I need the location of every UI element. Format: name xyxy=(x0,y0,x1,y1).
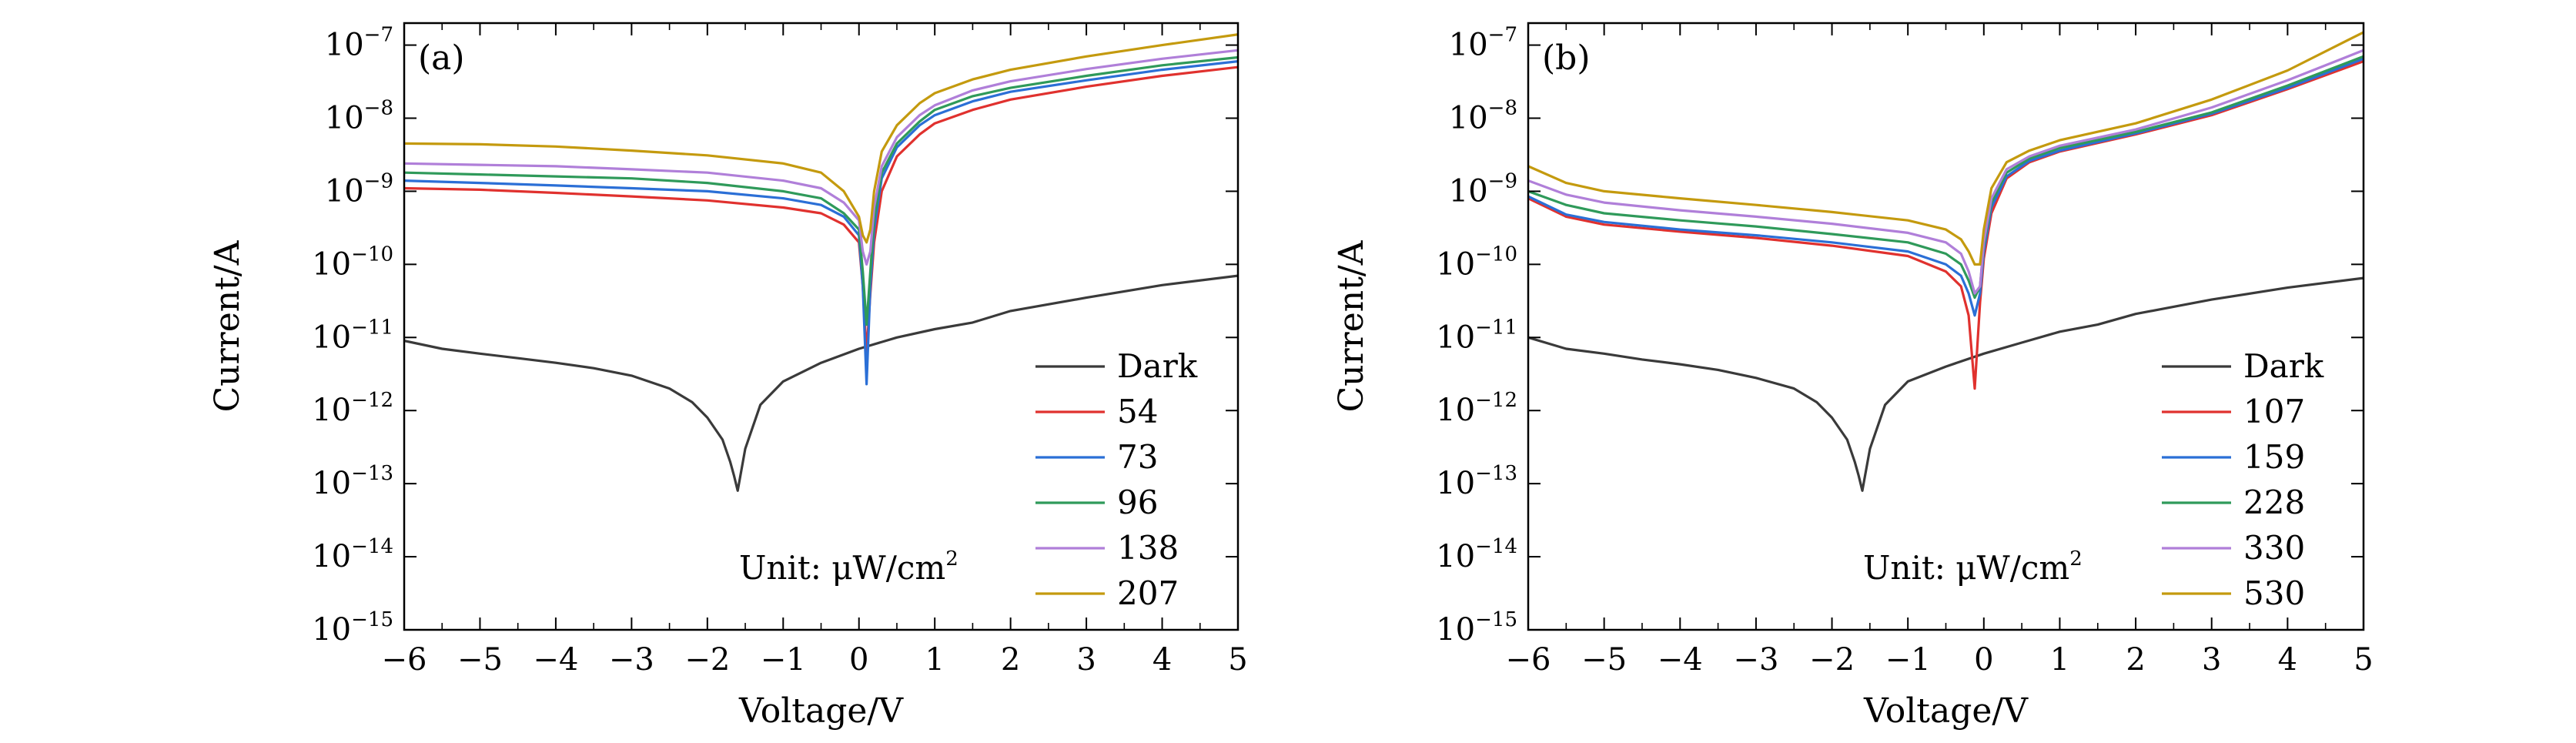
series-line-330 xyxy=(1528,49,2364,295)
plot-frame xyxy=(403,22,1239,631)
legend-label: 159 xyxy=(2243,438,2305,476)
chart-panel-a: −6 −5 −4 −3 −2 −1 0 1 2 3 4 5 10−15 10−14 10−13 10−12 10… xyxy=(208,22,1248,731)
x-tick-label: −4 xyxy=(533,642,578,678)
legend-label: 228 xyxy=(2243,484,2305,521)
x-tick-label: −6 xyxy=(1506,642,1551,678)
y-tick-label: 10−9 xyxy=(1449,169,1517,209)
legend-label: 207 xyxy=(1117,574,1179,612)
x-tick-label: 2 xyxy=(2126,642,2145,678)
x-tick-label: −6 xyxy=(382,642,427,678)
x-axis-title: Voltage/V xyxy=(1863,691,2029,731)
legend: Dark 54 73 96 138 207 xyxy=(1035,347,1198,612)
unit-annotation: Unit: μW/cm2 xyxy=(739,547,958,587)
x-tick-label: 1 xyxy=(2050,642,2069,678)
x-tick-label: 4 xyxy=(1153,642,1172,678)
y-tick-label: 10−12 xyxy=(312,389,393,428)
y-tick-label: 10−10 xyxy=(1436,243,1517,282)
series-group xyxy=(1528,31,2364,492)
series-line-dark xyxy=(1528,276,2364,492)
y-tick-label: 10−7 xyxy=(325,24,393,63)
series-group xyxy=(404,33,1238,492)
series-line-54 xyxy=(404,65,1238,355)
plot-frame xyxy=(1527,22,2365,631)
y-tick-label: 10−15 xyxy=(1436,608,1517,648)
legend-label: 138 xyxy=(1117,529,1179,567)
legend-label: 96 xyxy=(1117,484,1158,521)
series-line-530 xyxy=(1528,31,2364,266)
y-tick-label: 10−12 xyxy=(1436,389,1517,428)
chart-panel-b: −6 −5 −4 −3 −2 −1 0 1 2 3 4 5 10−15 10−14 10−13 10−12 10… xyxy=(1332,22,2374,731)
x-tick-label: 4 xyxy=(2278,642,2297,678)
y-tick-label: 10−9 xyxy=(325,169,393,209)
x-tick-label: −3 xyxy=(609,642,654,678)
x-tick-label: −5 xyxy=(1581,642,1627,678)
legend-label: Dark xyxy=(2243,347,2324,385)
legend-label: 530 xyxy=(2243,574,2305,612)
y-tick-label: 10−13 xyxy=(312,462,393,501)
y-axis-title: Current/A xyxy=(1332,239,1371,412)
y-tick-label: 10−14 xyxy=(1436,535,1517,574)
series-line-159 xyxy=(1528,57,2364,317)
x-tick-label: 2 xyxy=(1001,642,1020,678)
panel-label: (b) xyxy=(1542,38,1591,78)
x-tick-label: 1 xyxy=(925,642,944,678)
y-tick-label: 10−11 xyxy=(1436,316,1517,355)
x-tick-label: 5 xyxy=(2354,642,2373,678)
x-tick-label: 3 xyxy=(2202,642,2221,678)
legend-label: 54 xyxy=(1117,393,1158,430)
series-line-107 xyxy=(1528,60,2364,390)
series-line-73 xyxy=(404,60,1238,386)
y-axis-title: Current/A xyxy=(208,239,247,412)
x-tick-label: 0 xyxy=(849,642,868,678)
y-tick-label: 10−14 xyxy=(312,535,393,574)
y-tick-label: 10−15 xyxy=(312,608,393,648)
y-tick-label: 10−13 xyxy=(1436,462,1517,501)
y-tick-label: 10−11 xyxy=(312,316,393,355)
panel-label: (a) xyxy=(418,38,465,78)
legend-label: 73 xyxy=(1117,438,1158,476)
y-tick-label: 10−10 xyxy=(312,243,393,282)
legend-label: 107 xyxy=(2243,393,2305,430)
series-line-138 xyxy=(404,49,1238,266)
x-tick-label: 5 xyxy=(1228,642,1247,678)
legend-label: Dark xyxy=(1117,347,1198,385)
series-line-228 xyxy=(1528,55,2364,300)
x-tick-label: −1 xyxy=(761,642,806,678)
y-tick-label: 10−8 xyxy=(325,97,393,136)
x-tick-label: 3 xyxy=(1076,642,1096,678)
y-tick-label: 10−8 xyxy=(1449,97,1517,136)
series-line-207 xyxy=(404,33,1238,244)
x-tick-label: 0 xyxy=(1974,642,1993,678)
legend: Dark 107 159 228 330 530 xyxy=(2162,347,2324,612)
legend-label: 330 xyxy=(2243,529,2305,567)
unit-annotation: Unit: μW/cm2 xyxy=(1863,547,2083,587)
x-tick-label: −2 xyxy=(1809,642,1855,678)
x-tick-label: −5 xyxy=(457,642,503,678)
y-tick-label: 10−7 xyxy=(1449,24,1517,63)
series-line-96 xyxy=(404,55,1238,326)
x-tick-label: −1 xyxy=(1885,642,1931,678)
x-tick-label: −3 xyxy=(1733,642,1778,678)
x-axis-title: Voltage/V xyxy=(738,691,904,731)
x-tick-label: −2 xyxy=(684,642,730,678)
x-tick-label: −4 xyxy=(1658,642,1703,678)
series-line-dark xyxy=(404,274,1238,492)
